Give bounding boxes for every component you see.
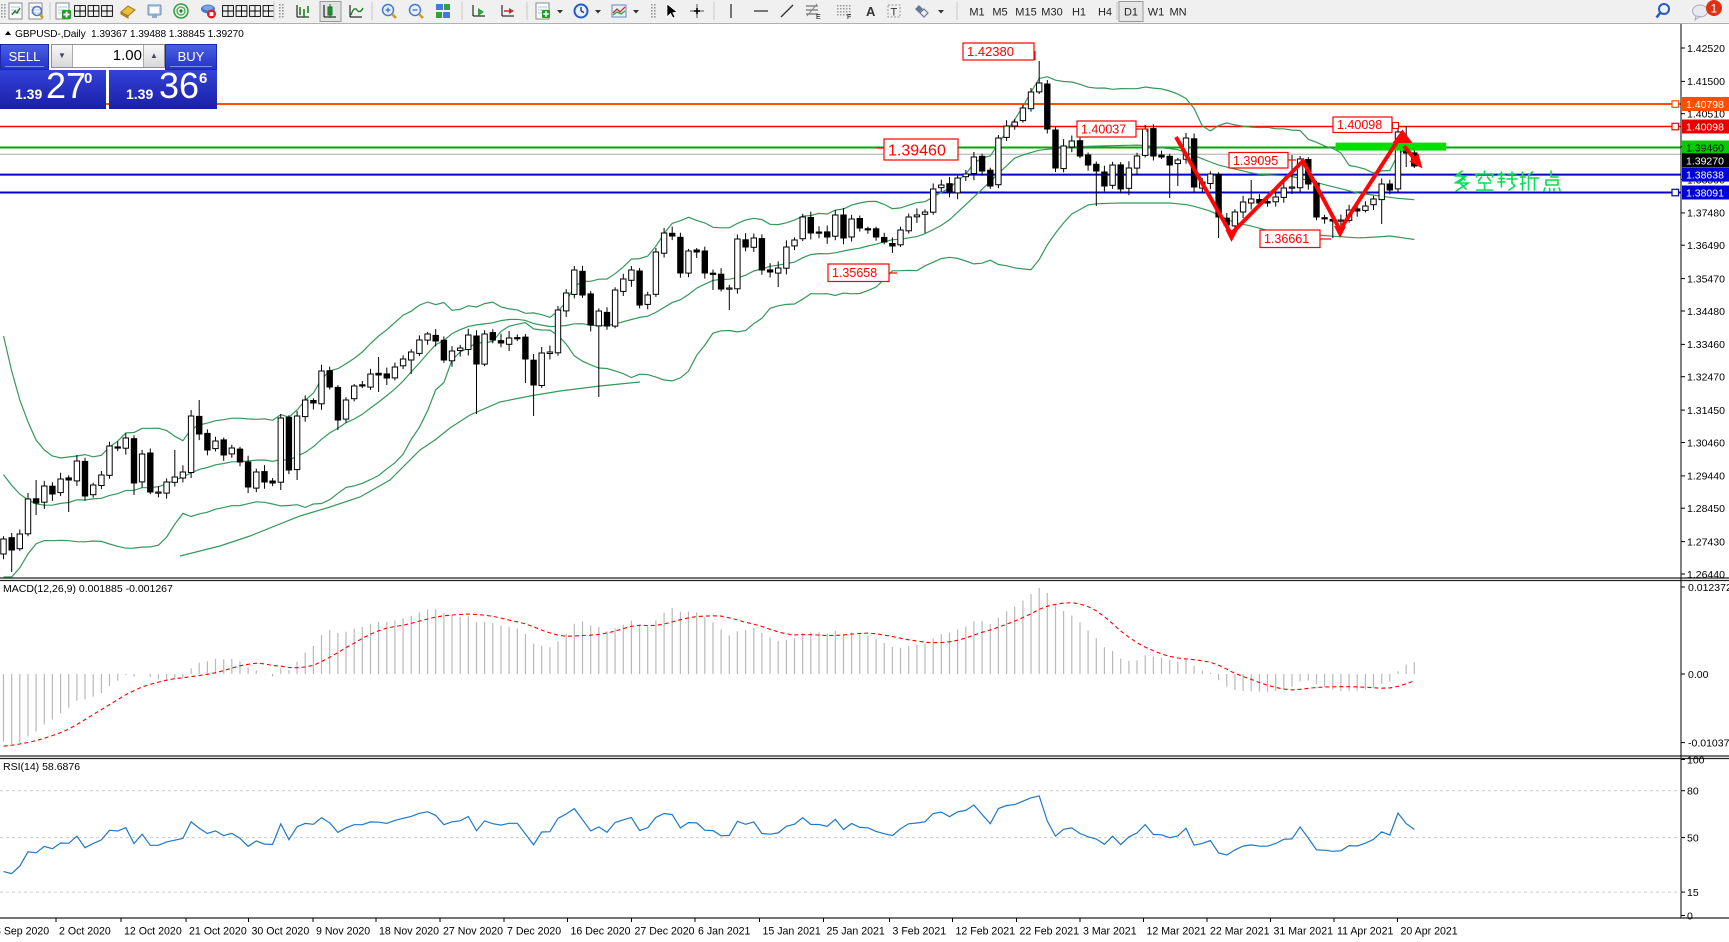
- svg-text:1.41500: 1.41500: [1687, 76, 1725, 88]
- svg-text:1.30460: 1.30460: [1687, 437, 1725, 449]
- svg-text:30 Oct 2020: 30 Oct 2020: [252, 926, 310, 938]
- svg-text:12 Mar 2021: 12 Mar 2021: [1147, 926, 1207, 938]
- svg-text:1.26440: 1.26440: [1687, 569, 1725, 581]
- svg-text:1.37480: 1.37480: [1687, 208, 1725, 220]
- svg-text:11 Apr 2021: 11 Apr 2021: [1337, 926, 1393, 938]
- svg-text:25 Jan 2021: 25 Jan 2021: [827, 926, 885, 938]
- svg-text:3 Mar 2021: 3 Mar 2021: [1083, 926, 1137, 938]
- svg-text:50: 50: [1687, 833, 1699, 845]
- svg-text:1.40098: 1.40098: [1337, 118, 1382, 132]
- svg-text:22 Mar 2021: 22 Mar 2021: [1210, 926, 1270, 938]
- svg-text:27 Dec 2020: 27 Dec 2020: [635, 926, 695, 938]
- svg-text:W1: W1: [1148, 7, 1165, 19]
- svg-text:D1: D1: [1124, 7, 1138, 19]
- svg-text:18 Nov 2020: 18 Nov 2020: [379, 926, 439, 938]
- svg-text:1.32470: 1.32470: [1687, 372, 1725, 384]
- svg-text:RSI(14) 58.6876: RSI(14) 58.6876: [3, 761, 80, 773]
- svg-text:100: 100: [1687, 755, 1705, 767]
- svg-text:1.38638: 1.38638: [1686, 170, 1724, 182]
- svg-text:7 Dec 2020: 7 Dec 2020: [507, 926, 561, 938]
- svg-text:1.42520: 1.42520: [1687, 43, 1725, 55]
- svg-text:15 Jan 2021: 15 Jan 2021: [763, 926, 821, 938]
- svg-text:M15: M15: [1015, 7, 1036, 19]
- svg-text:1.36661: 1.36661: [1264, 232, 1309, 246]
- svg-text:16 Dec 2020: 16 Dec 2020: [571, 926, 631, 938]
- svg-text:M30: M30: [1041, 7, 1062, 19]
- svg-text:1.40098: 1.40098: [1686, 122, 1724, 134]
- svg-text:GBPUSD-,Daily 1.39367 1.39488: GBPUSD-,Daily 1.39367 1.39488 1.38845 1.…: [15, 29, 244, 40]
- svg-text:1.31450: 1.31450: [1687, 405, 1725, 417]
- svg-text:31 Mar 2021: 31 Mar 2021: [1274, 926, 1334, 938]
- svg-text:0.012372: 0.012372: [1688, 582, 1729, 594]
- svg-text:22 Feb 2021: 22 Feb 2021: [1020, 926, 1080, 938]
- svg-text:F: F: [847, 14, 851, 21]
- svg-text:27 Nov 2020: 27 Nov 2020: [443, 926, 503, 938]
- svg-text:A: A: [866, 4, 876, 19]
- svg-text:1.33460: 1.33460: [1687, 339, 1725, 351]
- svg-text:1.40037: 1.40037: [1081, 123, 1126, 137]
- svg-text:1.42380: 1.42380: [967, 44, 1014, 59]
- svg-text:1.39460: 1.39460: [888, 142, 946, 159]
- svg-text:15: 15: [1687, 887, 1699, 899]
- svg-text:E: E: [816, 14, 821, 21]
- svg-text:1.34480: 1.34480: [1687, 306, 1725, 318]
- svg-text:0.00: 0.00: [1688, 669, 1709, 681]
- svg-text:1.38091: 1.38091: [1686, 188, 1724, 200]
- svg-text:6 Jan 2021: 6 Jan 2021: [698, 926, 751, 938]
- svg-text:MN: MN: [1169, 7, 1186, 19]
- svg-text:M5: M5: [992, 7, 1007, 19]
- svg-text:1.27430: 1.27430: [1687, 536, 1725, 548]
- svg-text:12 Oct 2020: 12 Oct 2020: [124, 926, 182, 938]
- svg-text:12 Feb 2021: 12 Feb 2021: [956, 926, 1016, 938]
- svg-text:20 Apr 2021: 20 Apr 2021: [1401, 926, 1458, 938]
- svg-text:1.40798: 1.40798: [1686, 99, 1724, 111]
- svg-text:9 Nov 2020: 9 Nov 2020: [316, 926, 370, 938]
- svg-text:-0.010374: -0.010374: [1688, 738, 1729, 750]
- svg-text:H1: H1: [1072, 7, 1086, 19]
- svg-text:0: 0: [1687, 911, 1693, 923]
- svg-text:1.36490: 1.36490: [1687, 240, 1725, 252]
- svg-text:H4: H4: [1098, 7, 1112, 19]
- svg-text:M1: M1: [969, 7, 984, 19]
- svg-text:21 Oct 2020: 21 Oct 2020: [189, 926, 247, 938]
- svg-text:80: 80: [1687, 786, 1699, 798]
- svg-text:3 Sep 2020: 3 Sep 2020: [0, 926, 49, 938]
- svg-text:MACD(12,26,9) 0.001885 -0.0012: MACD(12,26,9) 0.001885 -0.001267: [3, 583, 173, 595]
- svg-text:1.39270: 1.39270: [1686, 155, 1724, 167]
- svg-text:3 Feb 2021: 3 Feb 2021: [893, 926, 947, 938]
- svg-text:1.35470: 1.35470: [1687, 273, 1725, 285]
- svg-text:1.39460: 1.39460: [1686, 143, 1724, 155]
- svg-text:1.40510: 1.40510: [1687, 109, 1725, 121]
- svg-text:1.28450: 1.28450: [1687, 503, 1725, 515]
- svg-text:1.29440: 1.29440: [1687, 471, 1725, 483]
- svg-text:T: T: [891, 7, 898, 19]
- svg-text:2 Oct 2020: 2 Oct 2020: [59, 926, 111, 938]
- svg-text:1.35658: 1.35658: [832, 266, 877, 280]
- svg-text:1: 1: [1711, 2, 1718, 16]
- svg-text:1.39095: 1.39095: [1233, 154, 1278, 168]
